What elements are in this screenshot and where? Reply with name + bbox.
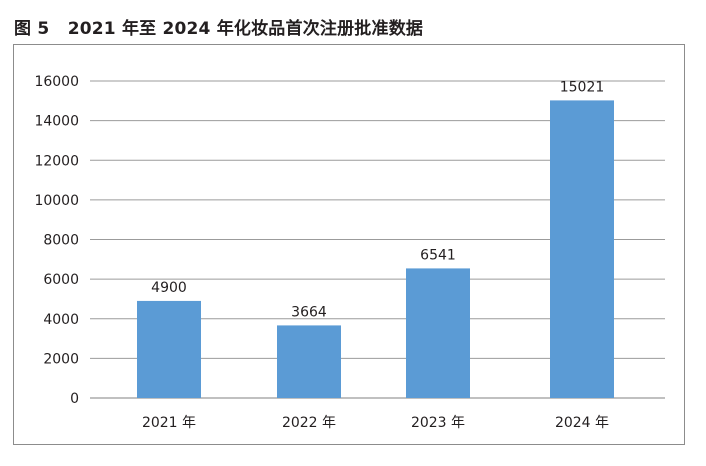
y-tick-label: 6000 (43, 272, 79, 288)
y-tick-label: 16000 (34, 74, 79, 90)
chart-frame (13, 44, 685, 445)
bars (137, 100, 614, 399)
bar-data-label: 4900 (151, 280, 187, 296)
bar-data-label: 6541 (420, 247, 456, 263)
y-tick-label: 8000 (43, 233, 79, 249)
x-tick-label: 2021 年 (142, 415, 196, 431)
y-tick-label: 12000 (34, 153, 79, 169)
y-tick-label: 14000 (34, 114, 79, 130)
figure-number: 图 5 (14, 19, 50, 39)
x-tick-label: 2023 年 (411, 415, 465, 431)
x-axis-ticks: 2021 年 2022 年 2023 年 2024 年 (142, 415, 609, 431)
bar-data-label: 15021 (560, 79, 605, 95)
y-tick-label: 0 (70, 391, 79, 407)
x-tick-label: 2024 年 (555, 415, 609, 431)
bar (550, 100, 614, 399)
x-tick-label: 2022 年 (282, 415, 336, 431)
figure-caption: 图 5 2021 年至 2024 年化妆品首次注册批准数据 (14, 14, 423, 39)
chart-title: 2021 年至 2024 年化妆品首次注册批准数据 (67, 19, 424, 39)
bar (137, 300, 201, 398)
y-tick-label: 4000 (43, 312, 79, 328)
y-tick-label: 10000 (34, 193, 79, 209)
data-labels: 4900 3664 6541 15021 (151, 79, 604, 320)
y-tick-label: 2000 (43, 351, 79, 367)
bar (406, 268, 470, 398)
y-axis-ticks: 0 2000 4000 6000 8000 10000 12000 14000 16000 (34, 74, 79, 407)
bar (277, 325, 341, 398)
bar-data-label: 3664 (291, 304, 327, 320)
